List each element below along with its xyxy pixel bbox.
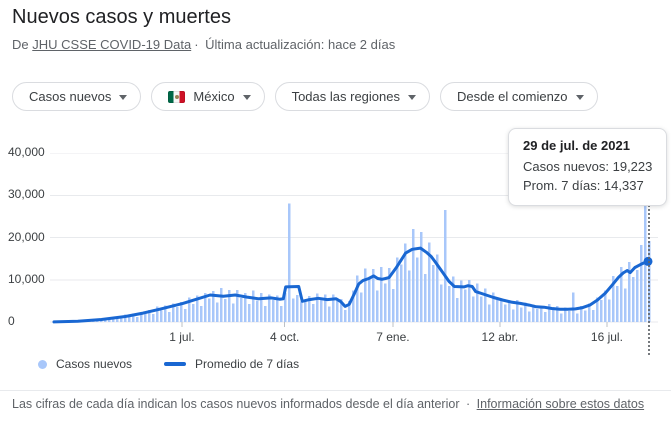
metric-filter-chip[interactable]: Casos nuevos <box>12 82 142 111</box>
y-axis-label: 30,000 <box>8 187 45 202</box>
metric-filter-label: Casos nuevos <box>29 89 112 104</box>
source-link[interactable]: JHU CSSE COVID-19 Data <box>32 37 192 52</box>
tooltip-date: 29 de jul. de 2021 <box>523 138 630 153</box>
cases-series-dot-icon <box>38 359 47 369</box>
country-filter-label: México <box>193 89 235 104</box>
y-axis-label: 0 <box>8 314 15 328</box>
filter-chips-row: Casos nuevos México Todas las regiones D… <box>12 82 598 111</box>
y-axis-label: 40,000 <box>8 145 45 159</box>
chevron-down-icon <box>575 94 584 100</box>
footer-note: Las cifras de cada día indican los casos… <box>12 397 460 411</box>
legend-cases-label: Casos nuevos <box>56 357 133 371</box>
x-axis-label: 12 abr. <box>481 330 519 344</box>
chart-legend: Casos nuevos Promedio de 7 días <box>38 357 299 371</box>
chevron-down-icon <box>119 94 128 100</box>
separator-dot: · <box>465 397 471 411</box>
footer-divider <box>0 390 671 391</box>
tooltip-7day-avg: Prom. 7 días: 14,337 <box>523 178 644 193</box>
mexico-flag-icon <box>168 90 186 103</box>
x-axis-label: 4 oct. <box>270 330 300 344</box>
avg-series-line-icon <box>164 362 187 366</box>
chevron-down-icon <box>407 94 416 100</box>
chart-tooltip: 29 de jul. de 2021 Casos nuevos: 19,223 … <box>508 128 668 206</box>
timerange-filter-chip[interactable]: Desde el comienzo <box>439 82 598 111</box>
x-axis-label: 1 jul. <box>169 330 195 344</box>
page-title: Nuevos casos y muertes <box>12 6 231 28</box>
chevron-down-icon <box>242 94 251 100</box>
updated-text: Última actualización: hace 2 días <box>205 37 396 52</box>
about-data-link[interactable]: Información sobre estos datos <box>476 397 645 411</box>
timerange-filter-label: Desde el comienzo <box>456 89 568 104</box>
footer-note-line: Las cifras de cada día indican los casos… <box>12 397 662 411</box>
region-filter-label: Todas las regiones <box>291 89 400 104</box>
x-axis-label: 16 jul. <box>590 330 623 344</box>
y-axis-label: 10,000 <box>8 271 45 286</box>
cases-timeseries-chart[interactable] <box>50 153 658 329</box>
source-prefix: De <box>12 37 29 52</box>
legend-avg-label: Promedio de 7 días <box>195 357 300 371</box>
chart-area: 40,000 30,000 20,000 10,000 0 1 jul. 4 o… <box>0 120 671 358</box>
tooltip-new-cases: Casos nuevos: 19,223 <box>523 159 653 174</box>
region-filter-chip[interactable]: Todas las regiones <box>274 82 430 111</box>
country-filter-chip[interactable]: México <box>151 82 265 111</box>
source-line: De JHU CSSE COVID-19 Data · Última actual… <box>12 37 395 52</box>
hover-cursor-line <box>647 192 650 355</box>
y-axis-label: 20,000 <box>8 229 45 244</box>
x-axis-label: 7 ene. <box>376 330 410 344</box>
separator-dot: · <box>194 37 199 52</box>
